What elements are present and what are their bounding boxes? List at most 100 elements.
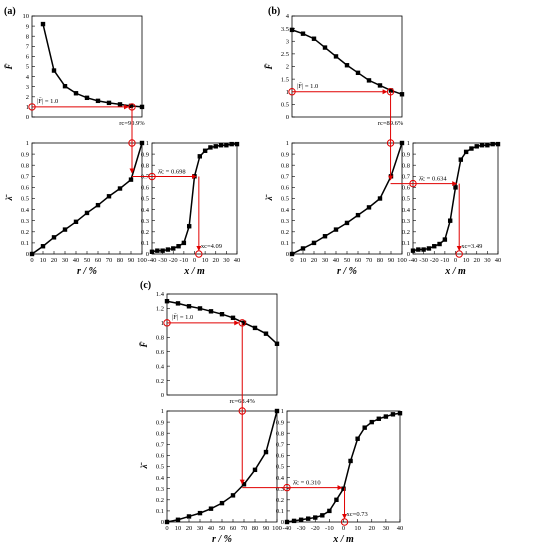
y-tick-label: 0.6	[156, 453, 165, 460]
data-point	[327, 508, 332, 514]
y-tick-label: 0.7	[21, 174, 30, 181]
x-tick-label: -30	[297, 525, 306, 532]
data-point	[197, 306, 203, 311]
data-point	[334, 497, 339, 502]
y-tick-label: 0.4	[276, 475, 285, 482]
guide-axis-marker	[409, 179, 417, 188]
y-tick-label: 0.8	[141, 162, 149, 169]
y-tick-label: 10	[23, 13, 30, 20]
data-point	[377, 83, 383, 88]
y-tick-label: 0.8	[156, 430, 164, 437]
y-tick-label: 0.8	[21, 162, 29, 169]
y-tick-label: 0.6	[141, 185, 150, 192]
series-line	[291, 142, 403, 255]
plot-frame	[151, 142, 238, 255]
data-point	[29, 251, 35, 257]
data-point	[274, 341, 280, 346]
x-tick-label: -10	[441, 257, 450, 264]
y-tick-label: 0.6	[156, 349, 165, 356]
y-tick-label: 0.1	[156, 508, 164, 515]
y-tick-label: 0.9	[402, 151, 410, 158]
y-tick-label: 0.3	[156, 486, 164, 493]
data-point	[139, 104, 145, 110]
x-tick-label: -10	[325, 525, 334, 532]
y-tick-label: 4	[26, 74, 30, 81]
data-point	[490, 141, 495, 147]
x-tick-label: 30	[62, 257, 69, 264]
annotation-label: λ̄c = 0.310	[293, 480, 321, 487]
x-tick-label: -20	[169, 257, 178, 264]
x-tick-label: 50	[84, 257, 91, 264]
data-point	[165, 247, 171, 252]
data-point	[149, 249, 155, 254]
y-tick-label: 0.5	[156, 464, 164, 471]
y-tick-label: 0.3	[141, 218, 149, 225]
x-tick-label: 70	[106, 257, 113, 264]
data-point	[362, 425, 367, 430]
x-tick-label: 0	[290, 257, 293, 264]
data-point	[447, 218, 453, 223]
data-point	[176, 244, 181, 249]
data-point	[263, 449, 269, 455]
y-tick-label: 0	[407, 251, 410, 258]
series-line	[42, 23, 143, 108]
data-point	[416, 247, 421, 252]
x-tick-label: -20	[311, 525, 320, 532]
x-tick-label: 100	[272, 525, 282, 532]
series-line	[412, 143, 498, 252]
data-point	[355, 212, 361, 218]
y-tick-label: 0.8	[281, 162, 289, 169]
data-point	[181, 240, 187, 246]
y-tick-label: 0.5	[281, 196, 289, 203]
data-point	[376, 416, 382, 421]
y-tick-label: 0.3	[402, 218, 410, 225]
plot-frame	[286, 410, 401, 523]
data-point	[230, 315, 236, 321]
data-point	[186, 514, 192, 519]
x-tick-label: 30	[383, 525, 390, 532]
x-tick-label: -10	[180, 257, 189, 264]
data-point	[344, 220, 350, 226]
x-tick-label: 0	[193, 257, 196, 264]
x-tick-label: 40	[73, 257, 80, 264]
y-tick-label: 0.9	[281, 151, 289, 158]
data-point	[171, 246, 176, 251]
x-tick-label: 40	[234, 257, 241, 264]
data-point	[289, 27, 295, 33]
y-tick-label: 0.9	[156, 419, 164, 426]
x-tick-label: 70	[241, 525, 248, 532]
y-tick-label: 0.9	[21, 151, 29, 158]
y-tick-label: 0.1	[276, 508, 284, 515]
x-axis-label: x / m	[332, 534, 354, 545]
data-point	[186, 224, 192, 229]
data-point	[117, 102, 123, 107]
y-axis-label: F̄	[4, 63, 14, 70]
x-tick-label: 30	[197, 525, 204, 532]
x-tick-label: 90	[128, 257, 135, 264]
x-tick-label: 100	[397, 257, 407, 264]
data-point	[291, 518, 297, 524]
y-tick-label: 3	[286, 38, 289, 45]
annotation-label: λ̄c = 0.698	[158, 169, 186, 176]
data-point	[213, 144, 218, 149]
chart-a-mid: 00.10.20.30.40.50.60.70.80.910 10 20 30 40 50…	[4, 140, 147, 277]
x-tick-label: 0	[165, 525, 168, 532]
x-axis-label: x / m	[444, 266, 466, 277]
data-point	[224, 143, 229, 148]
annotation-label: |F̄| = 1.0	[172, 314, 193, 321]
x-axis-label: r / %	[77, 266, 97, 277]
y-tick-label: 0.2	[156, 497, 164, 504]
y-tick-label: 0.3	[21, 218, 29, 225]
data-point	[495, 141, 501, 147]
x-axis-label: x / m	[183, 266, 205, 277]
y-tick-label: 8	[26, 33, 29, 40]
data-point	[219, 312, 225, 317]
y-tick-label: 1	[26, 104, 29, 111]
data-point	[219, 500, 225, 506]
data-point	[128, 177, 134, 182]
data-point	[421, 247, 426, 252]
data-point	[399, 92, 405, 97]
y-tick-label: 1	[407, 140, 410, 147]
data-point	[366, 78, 372, 83]
data-point	[197, 510, 203, 516]
